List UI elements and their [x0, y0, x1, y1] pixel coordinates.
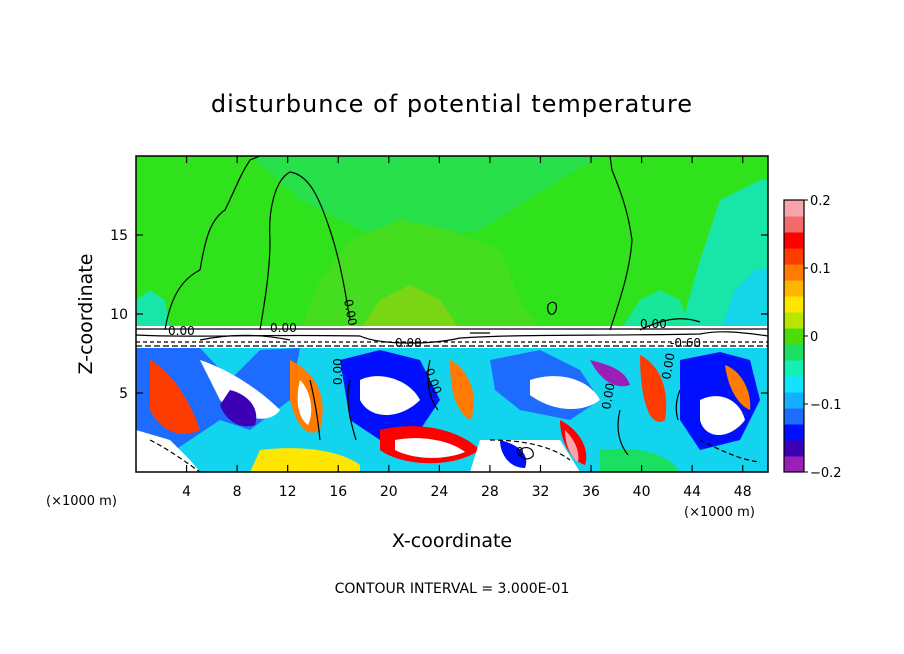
colorbar-swatch	[784, 440, 804, 457]
colorbar-swatch	[784, 456, 804, 473]
contour-label: -0.60	[670, 336, 701, 350]
colorbar-swatch	[784, 232, 804, 249]
colorbar-swatch	[784, 376, 804, 393]
contour-label: 0	[516, 445, 524, 459]
colorbar-tick-label: 0.1	[810, 262, 831, 277]
contours-upper	[164, 156, 701, 331]
y-tick-label: 5	[119, 386, 128, 402]
lower-field	[136, 348, 768, 472]
colorbar: 0.2 0.1 0 −0.1 −0.2	[783, 194, 842, 481]
colorbar-swatch	[784, 360, 804, 377]
x-tick-label: 8	[233, 484, 242, 500]
x-tick-label: 48	[734, 484, 752, 500]
colorbar-tick-label: 0.2	[810, 194, 831, 209]
colorbar-tick-label: 0	[810, 330, 818, 345]
colorbar-swatch	[784, 344, 804, 361]
y-axis-label: Z-coordinate	[75, 254, 97, 375]
contour-label: 0.00	[168, 324, 195, 338]
x-axis: 4 8 12 16 20 24 28 32 36 40 44 48	[182, 156, 752, 500]
contour-label: 0.00	[341, 298, 359, 327]
colorbar-swatch	[784, 216, 804, 233]
contour-label: 0.00	[270, 321, 297, 335]
upper-field	[136, 156, 768, 328]
x-tick-label: 16	[329, 484, 347, 500]
x-tick-label: 36	[582, 484, 600, 500]
colorbar-swatch	[784, 280, 804, 297]
contour-label: 0.00	[395, 336, 422, 350]
x-tick-label: 20	[380, 484, 398, 500]
colorbar-swatch	[784, 424, 804, 441]
colorbar-swatch	[784, 248, 804, 265]
colorbar-swatch	[784, 392, 804, 409]
contour-labels: 0.00 0.00 0.00 0.00 0.00 0.00 0.00 0.00 …	[168, 298, 701, 459]
x-unit-left: (×1000 m)	[46, 494, 117, 509]
contours-lower	[149, 359, 761, 472]
contour-label: 0.00	[599, 382, 617, 411]
colorbar-swatch	[784, 408, 804, 425]
contour-interval: CONTOUR INTERVAL = 3.000E-01	[335, 581, 570, 597]
x-tick-label: 12	[279, 484, 297, 500]
y-tick-label: 15	[110, 228, 128, 244]
x-tick-label: 32	[532, 484, 550, 500]
colorbar-tick-label: −0.1	[810, 398, 842, 413]
x-tick-label: 4	[182, 484, 191, 500]
chart-title: disturbunce of potential temperature	[211, 90, 693, 118]
x-tick-label: 28	[481, 484, 499, 500]
x-unit-right: (×1000 m)	[684, 505, 755, 520]
colorbar-tick-label: −0.2	[810, 466, 842, 481]
colorbar-swatch	[784, 200, 804, 217]
y-axis: 5 10 15	[110, 228, 768, 402]
x-axis-label: X-coordinate	[392, 530, 512, 552]
y-tick-label: 10	[110, 307, 128, 323]
colorbar-swatch	[784, 312, 804, 329]
x-tick-label: 44	[683, 484, 701, 500]
colorbar-swatch	[784, 264, 804, 281]
plot-area	[136, 156, 768, 472]
contours-band	[136, 328, 768, 347]
colorbar-swatch	[784, 328, 804, 345]
contour-label: 0.00	[659, 352, 677, 381]
x-tick-label: 24	[430, 484, 448, 500]
x-tick-label: 40	[633, 484, 651, 500]
contour-label: 0.00	[640, 317, 667, 331]
colorbar-swatch	[784, 296, 804, 313]
contour-label: 0.00	[331, 358, 345, 385]
